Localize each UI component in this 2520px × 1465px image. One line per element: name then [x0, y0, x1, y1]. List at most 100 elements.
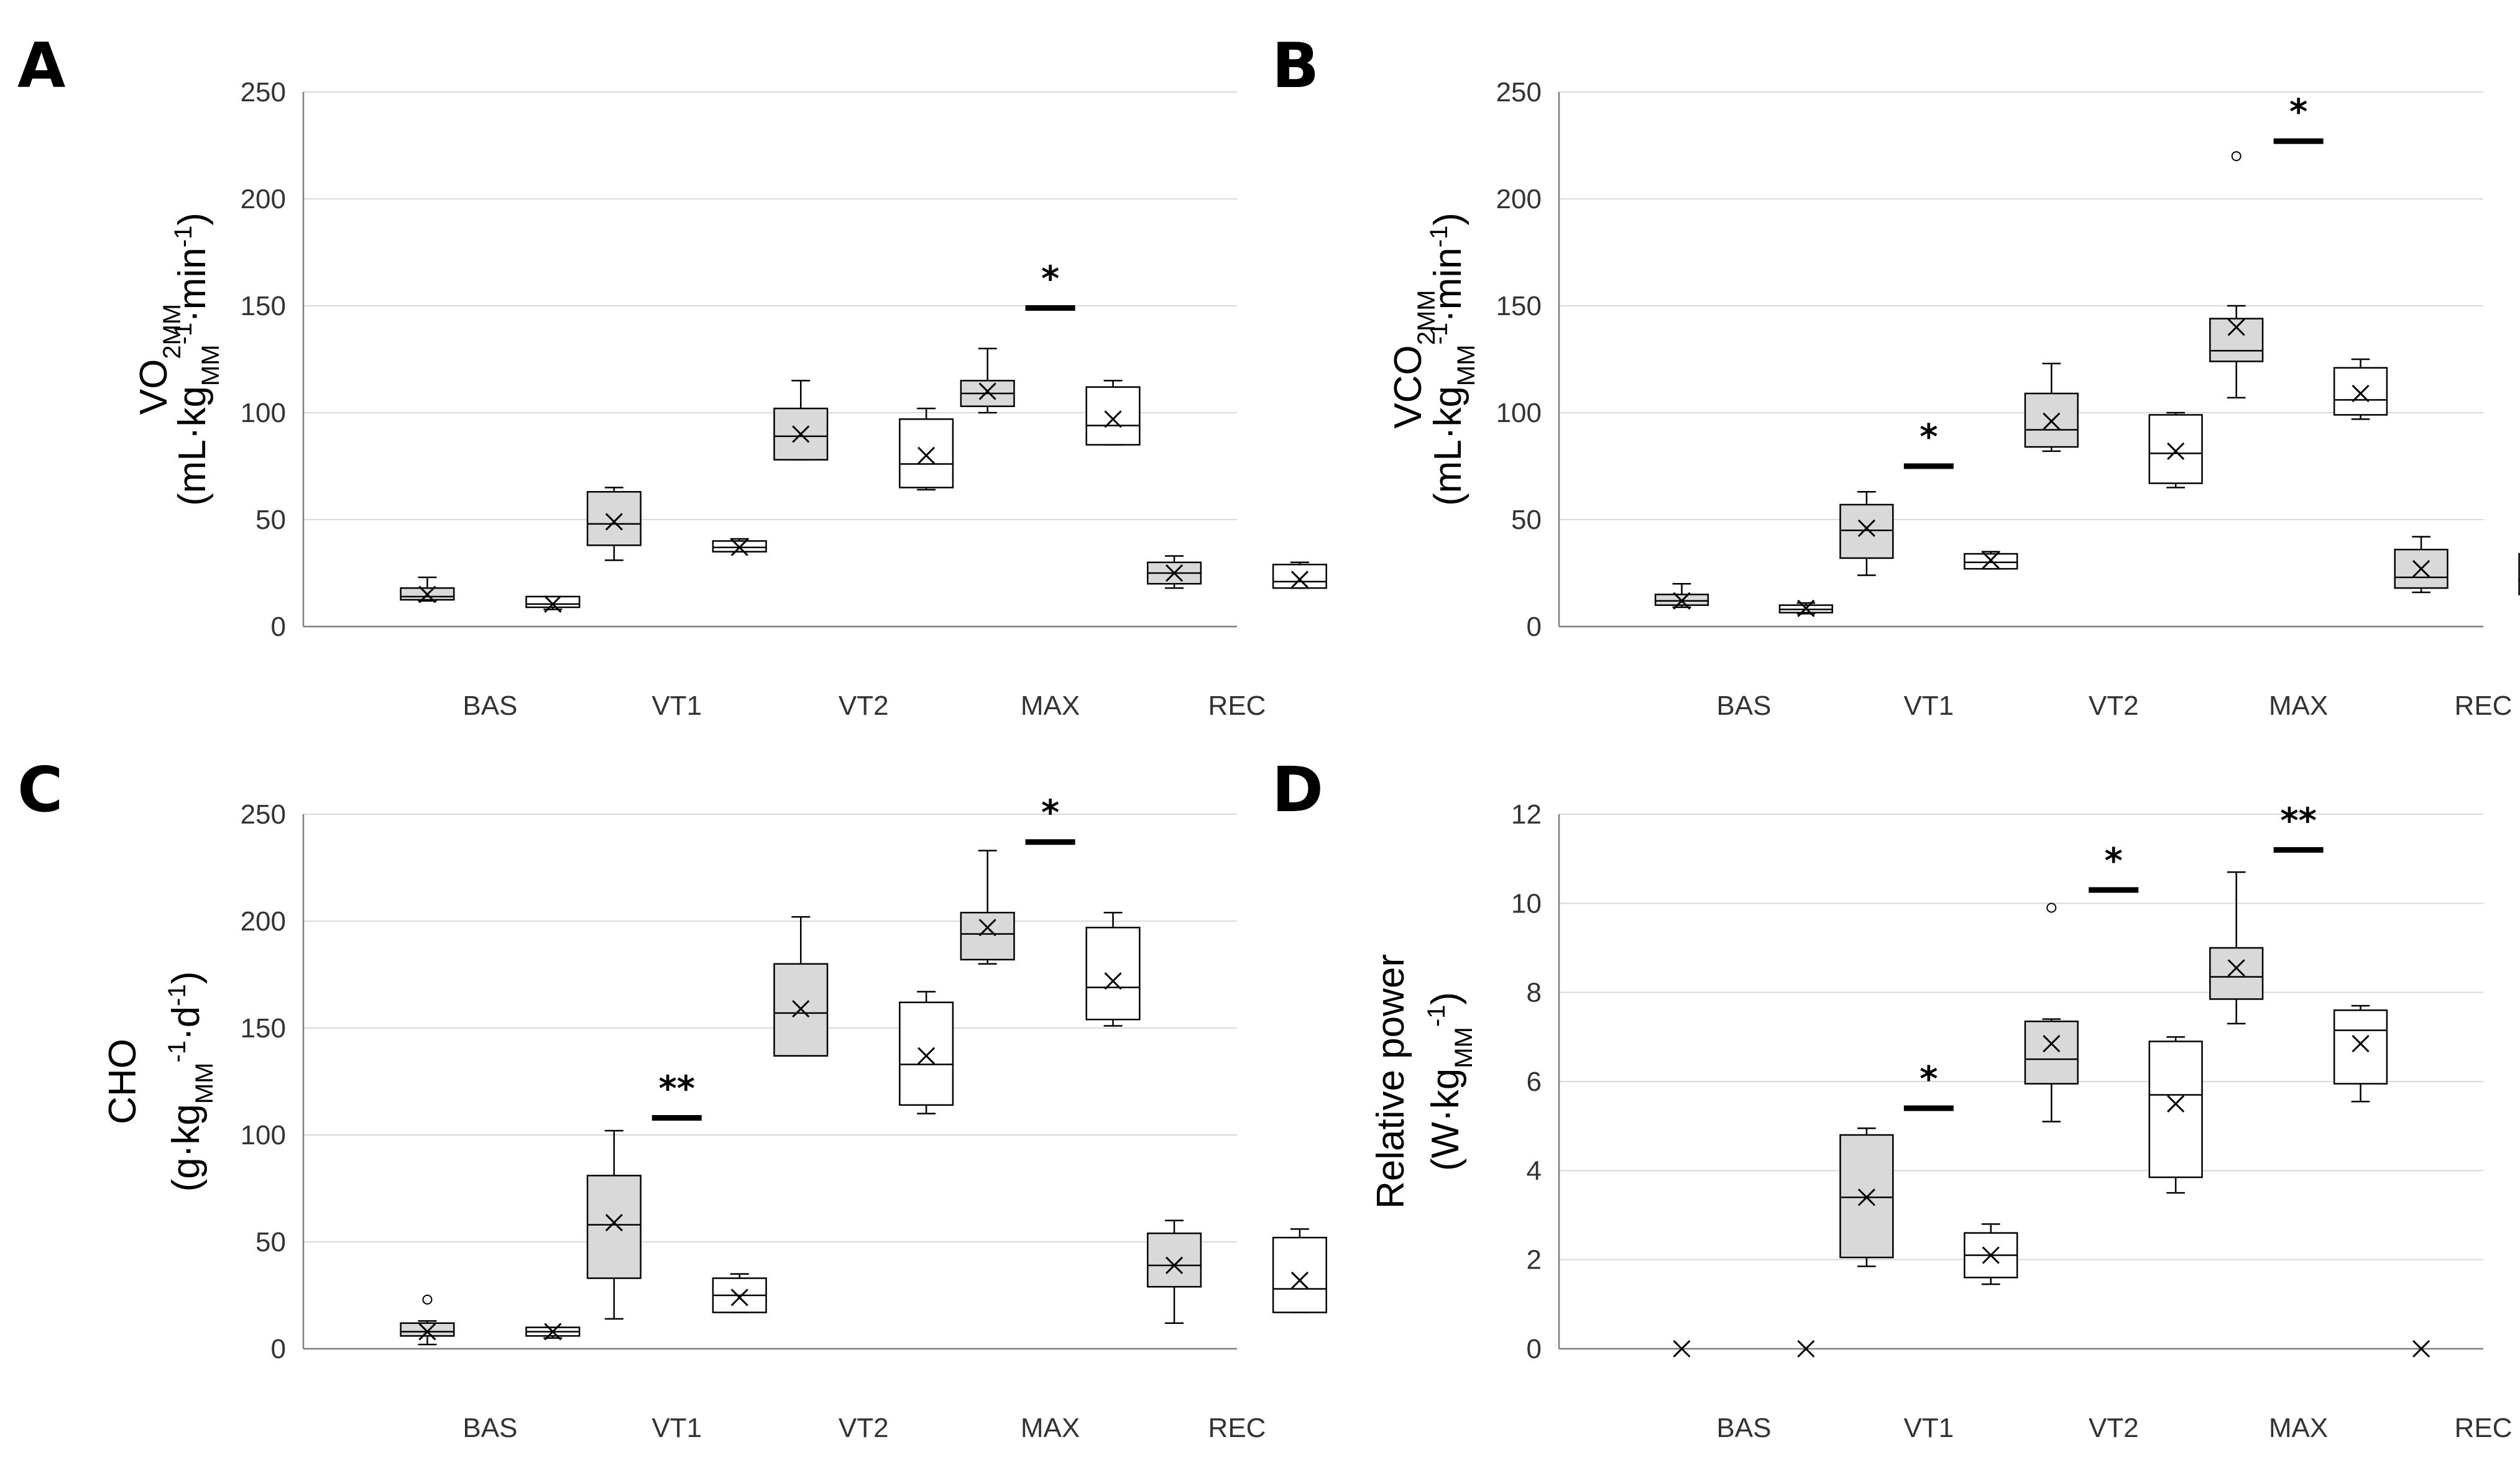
y-axis-title: CHO: [101, 1039, 144, 1124]
y-tick-label: 150: [241, 1013, 286, 1044]
box: [960, 911, 1015, 961]
mean-marker: [1797, 599, 1815, 617]
y-tick-label: 100: [1496, 398, 1542, 428]
significance-label: **: [659, 1068, 696, 1109]
y-tick-label: 0: [1527, 612, 1542, 642]
y-tick-label: 250: [241, 799, 286, 830]
significance-label: *: [1920, 417, 1938, 457]
box: [2148, 1040, 2203, 1178]
mean-marker: [2412, 1339, 2430, 1358]
box: [2333, 367, 2388, 416]
x-tick-label: REC: [2455, 1413, 2513, 1443]
x-tick-label: VT1: [1903, 1413, 1954, 1443]
y-tick-label: 4: [1527, 1155, 1542, 1186]
y-tick-label: 250: [1496, 77, 1542, 108]
y-tick-label: 200: [241, 184, 286, 214]
outlier-point: [2046, 902, 2057, 913]
mean-marker: [1982, 551, 2000, 569]
box: [586, 491, 641, 546]
x-tick-label: REC: [2455, 691, 2513, 721]
box: [2518, 553, 2520, 595]
mean-marker: [917, 1047, 936, 1065]
y-tick-label: 10: [1511, 888, 1542, 919]
y-axis-units: (mL·kgMM-1·min-1): [1425, 213, 1480, 506]
y-tick-label: 2: [1527, 1245, 1542, 1275]
box: [2209, 318, 2264, 362]
y-tick-label: 12: [1511, 799, 1542, 830]
mean-marker: [418, 1323, 436, 1341]
box: [586, 1175, 641, 1279]
mean-marker: [1857, 519, 1875, 537]
box: [2209, 947, 2264, 1000]
y-tick-label: 100: [241, 1120, 286, 1150]
significance-label: *: [2105, 841, 2123, 881]
significance-label: **: [2280, 801, 2317, 841]
panel-A: 0 50 100 150 200 250 BAS VT1 VT2 MAX REC * A VO2MM(mL…: [17, 29, 1327, 721]
mean-marker: [418, 586, 436, 604]
x-tick-label: MAX: [2269, 691, 2328, 721]
x-tick-label: MAX: [1021, 691, 1080, 721]
x-tick-label: REC: [1208, 691, 1266, 721]
box: [1272, 1236, 1327, 1313]
mean-marker: [1104, 410, 1122, 428]
y-axis-title: Relative power: [1369, 954, 1412, 1209]
mean-marker: [544, 1323, 562, 1341]
mean-marker: [1290, 571, 1308, 589]
mean-marker: [2412, 560, 2430, 578]
significance-label: *: [1041, 793, 1059, 834]
x-tick-label: BAS: [1716, 1413, 1771, 1443]
significance-label: *: [2289, 92, 2307, 132]
y-axis-units: (g·kgMM-1·d-1): [163, 971, 218, 1192]
mean-marker: [730, 538, 748, 556]
mean-marker: [792, 999, 810, 1018]
x-tick-label: MAX: [2269, 1413, 2328, 1443]
outlier-point: [2231, 151, 2242, 162]
mean-marker: [1673, 592, 1691, 610]
mean-marker: [1857, 1188, 1875, 1206]
box: [400, 1322, 455, 1337]
box: [899, 1001, 954, 1106]
box: [1147, 1232, 1202, 1288]
box: [2148, 414, 2203, 484]
outlier-point: [422, 1294, 433, 1305]
box: [1085, 386, 1141, 446]
y-axis-units: (mL·kgMM-1·min-1): [170, 213, 224, 506]
mean-marker: [1166, 1256, 1184, 1274]
mean-marker: [2043, 1035, 2061, 1053]
box: [1839, 503, 1894, 559]
x-tick-label: MAX: [1021, 1413, 1080, 1443]
x-tick-label: BAS: [1716, 691, 1771, 721]
mean-marker: [2352, 384, 2370, 403]
mean-marker: [1166, 564, 1184, 582]
y-axis-units: (W·kgMM-1): [1423, 992, 1478, 1171]
y-axis-title: VCO2MM: [1387, 290, 1440, 428]
x-tick-label: BAS: [462, 1413, 517, 1443]
y-tick-label: 200: [241, 906, 286, 937]
y-tick-label: 100: [241, 398, 286, 428]
panel-letter: D: [1272, 753, 1323, 826]
box: [2333, 1009, 2388, 1085]
y-tick-label: 8: [1527, 978, 1542, 1008]
y-tick-label: 6: [1527, 1067, 1542, 1097]
mean-marker: [917, 446, 936, 464]
box: [2024, 1021, 2079, 1085]
significance-label: *: [1041, 259, 1059, 299]
y-tick-label: 0: [271, 612, 286, 642]
mean-marker: [2043, 412, 2061, 430]
box: [1272, 563, 1327, 589]
y-tick-label: 50: [1511, 505, 1542, 535]
mean-marker: [2352, 1035, 2370, 1053]
x-tick-label: VT2: [839, 691, 889, 721]
mean-marker: [1290, 1271, 1308, 1289]
mean-marker: [1104, 972, 1122, 990]
y-tick-label: 0: [271, 1334, 286, 1364]
box: [1085, 927, 1141, 1021]
mean-marker: [2227, 318, 2245, 336]
mean-marker: [792, 425, 810, 443]
y-tick-label: 0: [1527, 1334, 1542, 1364]
mean-marker: [730, 1288, 748, 1307]
y-tick-label: 50: [255, 505, 286, 535]
x-tick-label: VT2: [2089, 1413, 2139, 1443]
